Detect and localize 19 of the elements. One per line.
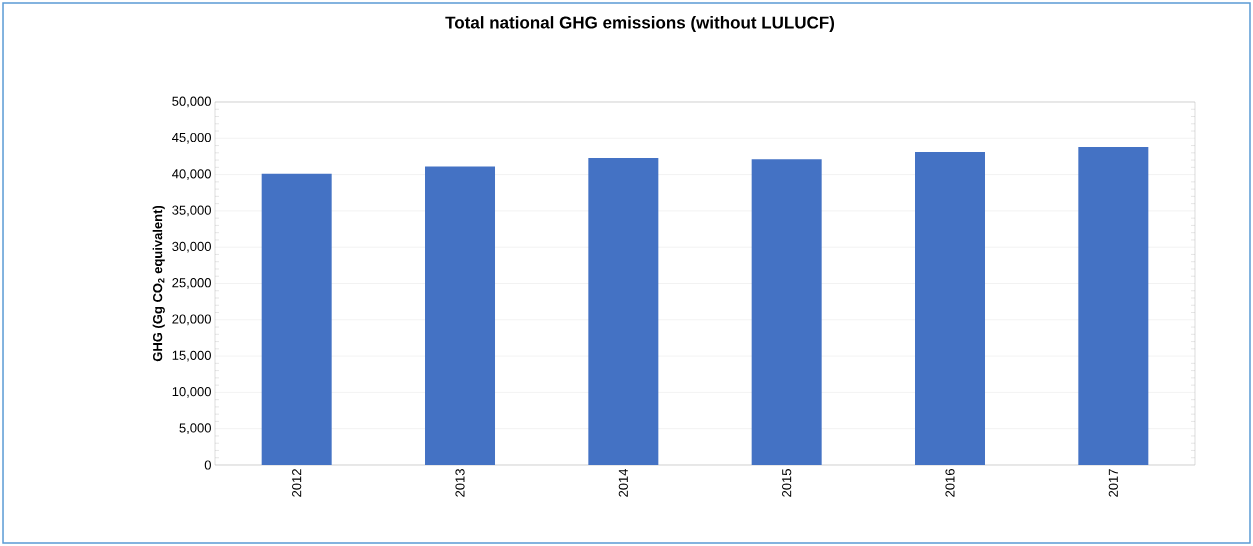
y-axis-title: GHG (Gg CO$_{2}$ equivalent)	[152, 205, 165, 362]
y-tick-label: 35,000	[172, 205, 211, 217]
y-tick-label: 30,000	[172, 241, 211, 253]
y-tick-label: 40,000	[172, 169, 211, 180]
y-tick-label: 25,000	[172, 278, 211, 289]
y-tick-label: 20,000	[172, 314, 211, 326]
y-tick-label: 45,000	[172, 132, 211, 144]
y-tick-label: 0	[204, 460, 211, 470]
x-tick-label: 2013	[455, 469, 465, 497]
chart-title: Total national GHG emissions (without LULUCF)	[445, 16, 835, 32]
y-tick-label: 15,000	[172, 350, 211, 362]
x-tick-label: 2014	[618, 468, 628, 497]
y-tick-label: 5,000	[179, 423, 211, 435]
y-tick-label: 10,000	[172, 387, 211, 398]
y-tick-label: 50,000	[172, 96, 211, 108]
x-tick-label: 2017	[1108, 469, 1118, 497]
x-tick-label: 2015	[782, 469, 792, 497]
x-tick-label: 2016	[945, 469, 955, 497]
x-tick-label: 2012	[292, 469, 302, 497]
